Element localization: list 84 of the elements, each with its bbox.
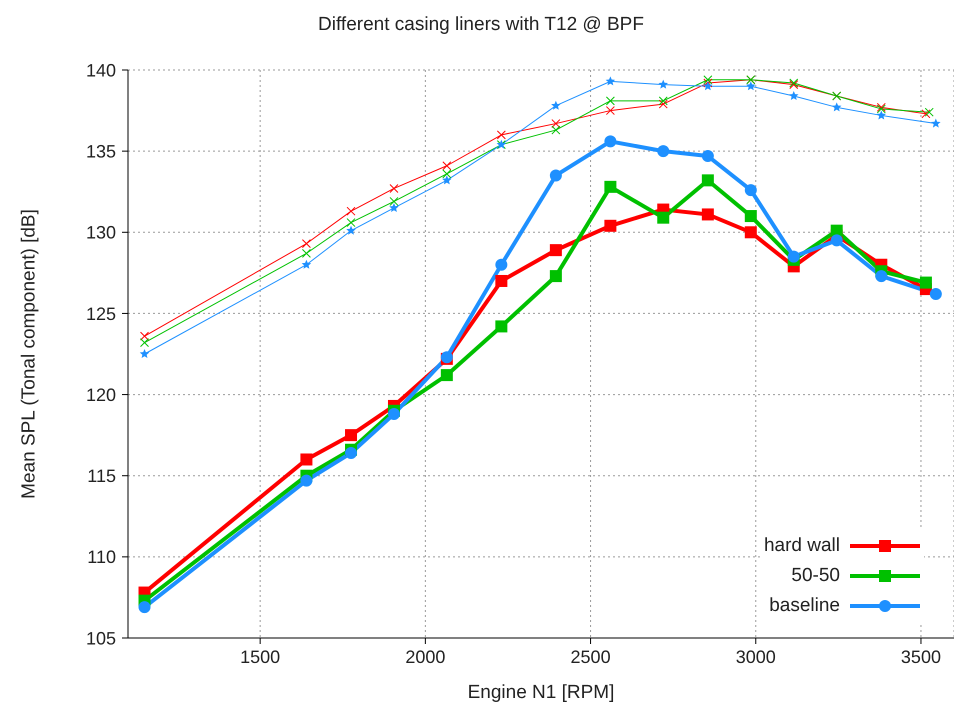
legend-label: 50-50 (790, 565, 840, 587)
y-tick-label: 125 (86, 304, 116, 324)
point (389, 184, 398, 193)
point (495, 320, 508, 332)
x-tick-label: 3000 (736, 646, 776, 667)
point (875, 270, 888, 282)
point (930, 288, 942, 300)
point (924, 108, 934, 117)
point (345, 446, 358, 459)
point (744, 226, 757, 238)
point (550, 169, 562, 182)
point (931, 118, 941, 128)
point (389, 196, 398, 206)
point (442, 169, 452, 178)
y-tick-label: 130 (86, 222, 116, 243)
point (703, 78, 712, 88)
point (346, 218, 356, 228)
point (702, 174, 714, 186)
point (703, 81, 713, 90)
point (788, 250, 800, 263)
x-tick-label: 3500 (900, 646, 941, 667)
point (921, 109, 930, 118)
point (702, 150, 714, 162)
point (302, 260, 312, 269)
y-tick-label: 115 (87, 466, 116, 486)
y-tick-label: 120 (86, 384, 116, 405)
point (657, 145, 670, 158)
point (604, 135, 616, 148)
point (138, 601, 151, 614)
point (606, 106, 615, 116)
point (551, 100, 561, 110)
point (658, 96, 668, 106)
point (300, 474, 312, 487)
point (606, 96, 615, 106)
point (302, 239, 311, 248)
point (830, 224, 843, 237)
x-tick-label: 1500 (240, 646, 280, 667)
chart-title: Different casing liners with T12 @ BPF (317, 13, 645, 37)
point (140, 332, 150, 341)
point (604, 180, 616, 193)
point (345, 429, 358, 442)
y-tick-label: 105 (86, 628, 116, 648)
point (657, 212, 670, 224)
point (346, 206, 356, 216)
point (746, 81, 756, 90)
point (496, 130, 506, 140)
point (832, 102, 842, 112)
point (830, 234, 843, 246)
point (920, 276, 932, 289)
point (789, 90, 799, 100)
point (550, 244, 562, 256)
point (658, 80, 668, 89)
point (140, 338, 150, 348)
point (495, 274, 508, 287)
point (388, 408, 400, 420)
point (389, 202, 399, 212)
point (302, 248, 311, 258)
y-tick-label: 135 (86, 142, 116, 162)
point (703, 75, 712, 84)
point (300, 453, 312, 466)
x-tick-label: 2500 (570, 646, 611, 667)
point (495, 258, 508, 271)
point (876, 110, 886, 120)
point (744, 210, 757, 222)
point (606, 76, 616, 86)
point (442, 161, 452, 170)
x-axis-title: Engine N1 [RPM] (468, 682, 614, 703)
legend-label: hard wall (764, 535, 840, 557)
y-tick-label: 110 (87, 547, 116, 568)
point (440, 369, 453, 382)
point (551, 126, 560, 135)
point (550, 270, 562, 282)
x-tick-label: 2000 (405, 646, 446, 667)
point (702, 208, 714, 220)
point (658, 100, 668, 109)
legend-label: baseline (769, 595, 840, 617)
point (346, 226, 356, 235)
point (551, 119, 560, 128)
y-tick-label: 140 (86, 60, 116, 80)
y-axis-title: Mean SPL (Tonal component) [dB] (18, 209, 40, 499)
point (140, 349, 150, 358)
point (744, 184, 757, 196)
point (604, 220, 616, 232)
point (442, 175, 452, 184)
